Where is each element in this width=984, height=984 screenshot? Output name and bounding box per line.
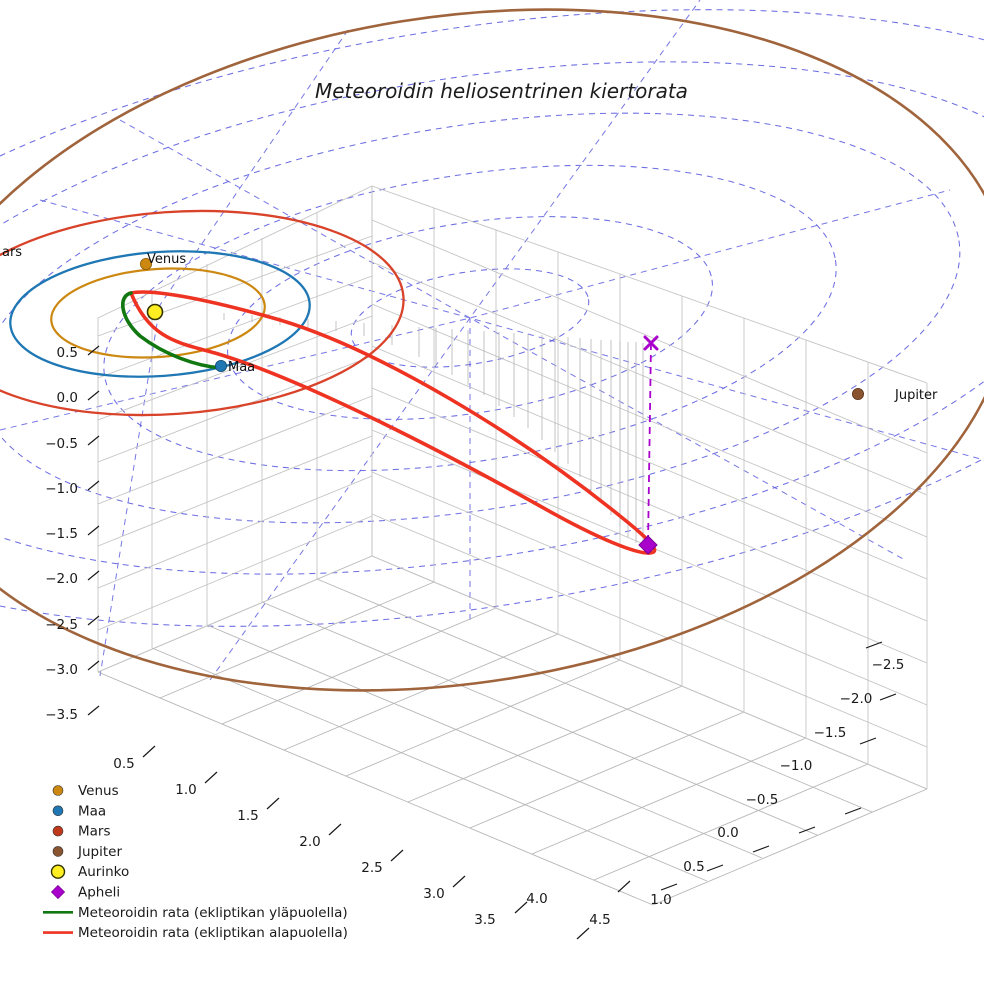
aphelion-cross-marker <box>643 335 659 351</box>
mars-label: ars <box>2 245 22 260</box>
x-tick-8: 4.5 <box>589 912 610 928</box>
z-tick-2: −0.5 <box>45 436 78 452</box>
orbit-stem-lines <box>223 313 644 546</box>
z-tick-0: 0.5 <box>57 345 78 361</box>
earth-orbit <box>9 250 311 378</box>
jupiter-orbit <box>0 8 984 692</box>
legend-sun-icon <box>50 864 66 879</box>
aphelion-diamond-marker <box>638 535 658 555</box>
legend-orbit-above[interactable]: Meteoroidin rata (ekliptikan yläpuolella… <box>43 905 348 921</box>
y-tick-1: 0.5 <box>683 859 704 875</box>
left-wall-grid <box>97 185 373 673</box>
aphelion-projection-line <box>647 342 652 546</box>
legend-maa-label: Maa <box>78 803 106 819</box>
legend-orbit-below[interactable]: Meteoroidin rata (ekliptikan alapuolella… <box>43 925 348 941</box>
x-tick-1: 1.0 <box>175 782 196 798</box>
legend-dot-icon <box>52 785 64 796</box>
legend-venus-label: Venus <box>78 783 119 799</box>
legend-mars[interactable]: Mars <box>52 824 111 840</box>
y-tick-2: 0.0 <box>717 825 738 841</box>
z-tick-6: −2.5 <box>45 617 78 633</box>
earth-label: Maa <box>228 360 255 375</box>
venus-orbit <box>50 267 266 359</box>
legend-dot-icon <box>52 846 64 857</box>
x-tick-0: 0.5 <box>113 756 134 772</box>
z-tick-3: −1.0 <box>45 481 78 497</box>
z-axis-ticks <box>87 345 100 716</box>
jupiter-label: Jupiter <box>894 388 938 403</box>
y-tick-3: −0.5 <box>746 792 779 808</box>
x-tick-5: 3.0 <box>423 886 444 902</box>
meteoroid-orbit-below-ecliptic <box>128 290 657 555</box>
z-tick-7: −3.0 <box>45 662 78 678</box>
sun-marker <box>146 303 164 321</box>
z-axis-tick-labels: 0.5 0.0 −0.5 −1.0 −1.5 −2.0 −2.5 −3.0 −3.5 <box>45 345 78 723</box>
celestial-body-labels: ars Venus Maa Jupiter <box>2 245 938 403</box>
floor-pane-grid <box>97 555 928 906</box>
legend-apheli[interactable]: Apheli <box>50 884 121 901</box>
jupiter-marker <box>852 387 865 400</box>
y-tick-6: −2.0 <box>840 691 873 707</box>
z-tick-1: 0.0 <box>57 390 78 406</box>
legend-apheli-label: Apheli <box>78 885 120 901</box>
y-tick-7: −2.5 <box>872 657 905 673</box>
x-tick-7: 4.0 <box>526 891 547 907</box>
x-axis-ticks <box>142 745 631 940</box>
y-tick-5: −1.5 <box>814 725 847 741</box>
ecliptic-reference-grid <box>0 9 984 627</box>
legend-jupiter-label: Jupiter <box>77 844 122 860</box>
legend-venus[interactable]: Venus <box>52 783 119 799</box>
legend-orbit-above-label: Meteoroidin rata (ekliptikan yläpuolella… <box>78 905 348 921</box>
mars-orbit <box>0 209 405 417</box>
legend: Venus Maa Mars Jupiter Aurinko Apheli Meteoroi… <box>43 783 348 941</box>
y-axis-tick-labels: 1.0 0.5 0.0 −0.5 −1.0 −1.5 −2.0 −2.5 <box>650 657 904 908</box>
y-axis-ticks <box>660 641 897 891</box>
y-tick-0: 1.0 <box>650 892 671 908</box>
x-tick-2: 1.5 <box>237 808 258 824</box>
legend-orbit-below-label: Meteoroidin rata (ekliptikan alapuolella… <box>78 925 348 941</box>
x-tick-4: 2.5 <box>361 860 382 876</box>
venus-label: Venus <box>147 252 186 267</box>
venus-marker <box>139 257 152 270</box>
ecliptic-radial-spokes <box>0 0 984 681</box>
page-title: Meteoroidin heliosentrinen kiertorata <box>315 79 688 103</box>
meteoroid-orbit-above-ecliptic <box>121 291 223 370</box>
legend-maa[interactable]: Maa <box>52 803 106 819</box>
x-axis-tick-labels: 0.5 1.0 1.5 2.0 2.5 3.0 3.5 4.0 4.5 <box>113 756 610 928</box>
legend-mars-label: Mars <box>78 824 111 840</box>
legend-aurinko[interactable]: Aurinko <box>50 864 130 880</box>
legend-dot-icon <box>52 805 64 817</box>
earth-marker <box>214 359 227 372</box>
z-tick-8: −3.5 <box>45 707 78 723</box>
legend-diamond-icon <box>50 884 66 900</box>
legend-jupiter[interactable]: Jupiter <box>52 844 122 860</box>
legend-aurinko-label: Aurinko <box>78 864 129 880</box>
z-tick-4: −1.5 <box>45 526 78 542</box>
x-tick-3: 2.0 <box>299 834 320 850</box>
z-tick-5: −2.0 <box>45 571 78 587</box>
x-tick-6: 3.5 <box>474 912 495 928</box>
legend-dot-icon <box>52 825 64 837</box>
y-tick-4: −1.0 <box>780 758 813 774</box>
